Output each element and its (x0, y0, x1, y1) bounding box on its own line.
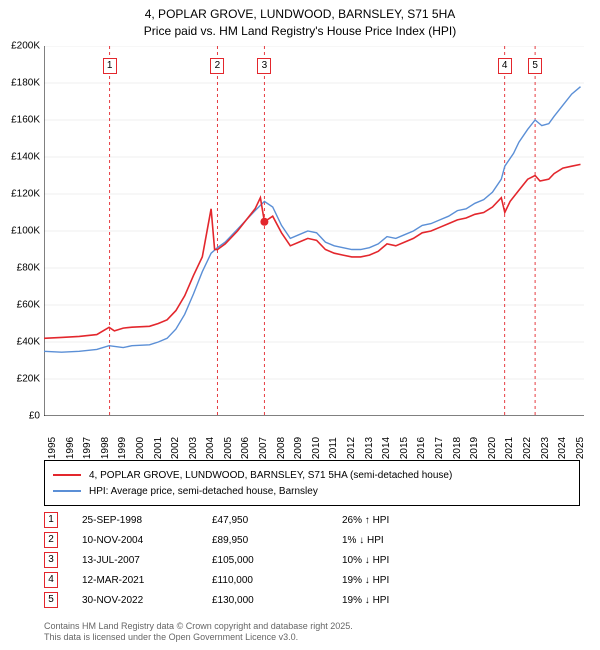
footer-line1: Contains HM Land Registry data © Crown c… (44, 621, 353, 631)
sales-row: 5 30-NOV-2022£130,00019% ↓ HPI (44, 590, 580, 610)
x-tick-label: 2007 (258, 437, 269, 459)
sale-price: £105,000 (212, 555, 342, 566)
sale-row-marker: 2 (44, 532, 58, 548)
sale-row-marker: 3 (44, 552, 58, 568)
footer-line2: This data is licensed under the Open Gov… (44, 632, 298, 642)
x-tick-label: 2013 (364, 437, 375, 459)
y-tick-label: £60K (0, 300, 40, 311)
footer-attribution: Contains HM Land Registry data © Crown c… (44, 621, 353, 644)
sale-price: £130,000 (212, 595, 342, 606)
x-tick-label: 2001 (153, 437, 164, 459)
sale-row-marker: 1 (44, 512, 58, 528)
legend-item: HPI: Average price, semi-detached house,… (53, 483, 571, 499)
legend-label: 4, POPLAR GROVE, LUNDWOOD, BARNSLEY, S71… (89, 470, 452, 481)
legend-label: HPI: Average price, semi-detached house,… (89, 486, 318, 497)
sale-marker: 2 (210, 58, 224, 74)
sale-price: £89,950 (212, 535, 342, 546)
x-tick-label: 2009 (293, 437, 304, 459)
x-tick-label: 2020 (487, 437, 498, 459)
x-tick-label: 1996 (65, 437, 76, 459)
x-tick-label: 2022 (522, 437, 533, 459)
sale-diff: 10% ↓ HPI (342, 555, 482, 566)
x-tick-label: 2006 (240, 437, 251, 459)
x-tick-label: 2005 (223, 437, 234, 459)
title-line2: Price paid vs. HM Land Registry's House … (144, 24, 456, 38)
y-tick-label: £80K (0, 263, 40, 274)
x-tick-label: 2012 (346, 437, 357, 459)
chart-plot (44, 46, 584, 416)
sale-marker: 1 (103, 58, 117, 74)
x-tick-label: 2002 (170, 437, 181, 459)
y-tick-label: £140K (0, 152, 40, 163)
sale-date: 13-JUL-2007 (82, 555, 212, 566)
x-tick-label: 2021 (504, 437, 515, 459)
x-tick-label: 2019 (469, 437, 480, 459)
x-tick-label: 2000 (135, 437, 146, 459)
sale-date: 10-NOV-2004 (82, 535, 212, 546)
sales-row: 4 12-MAR-2021£110,00019% ↓ HPI (44, 570, 580, 590)
y-tick-label: £100K (0, 226, 40, 237)
y-tick-label: £200K (0, 41, 40, 52)
legend-item: 4, POPLAR GROVE, LUNDWOOD, BARNSLEY, S71… (53, 467, 571, 483)
x-tick-label: 1997 (82, 437, 93, 459)
sales-row: 2 10-NOV-2004£89,9501% ↓ HPI (44, 530, 580, 550)
sale-marker: 5 (528, 58, 542, 74)
x-tick-label: 2025 (575, 437, 586, 459)
x-tick-label: 2008 (276, 437, 287, 459)
sale-date: 30-NOV-2022 (82, 595, 212, 606)
x-tick-label: 1995 (47, 437, 58, 459)
title-line1: 4, POPLAR GROVE, LUNDWOOD, BARNSLEY, S71… (145, 7, 456, 21)
sales-row: 3 13-JUL-2007£105,00010% ↓ HPI (44, 550, 580, 570)
sale-marker: 4 (498, 58, 512, 74)
sale-row-marker: 5 (44, 592, 58, 608)
x-tick-label: 2014 (381, 437, 392, 459)
legend-box: 4, POPLAR GROVE, LUNDWOOD, BARNSLEY, S71… (44, 460, 580, 506)
legend-swatch (53, 474, 81, 476)
sale-price: £110,000 (212, 575, 342, 586)
x-tick-label: 2015 (399, 437, 410, 459)
y-tick-label: £160K (0, 115, 40, 126)
x-tick-label: 2023 (540, 437, 551, 459)
x-tick-label: 2017 (434, 437, 445, 459)
y-tick-label: £120K (0, 189, 40, 200)
sale-diff: 1% ↓ HPI (342, 535, 482, 546)
x-tick-label: 2010 (311, 437, 322, 459)
x-tick-label: 2018 (452, 437, 463, 459)
x-tick-label: 1999 (117, 437, 128, 459)
sale-diff: 26% ↑ HPI (342, 515, 482, 526)
x-tick-label: 2011 (328, 437, 339, 459)
sale-row-marker: 4 (44, 572, 58, 588)
x-tick-label: 2016 (416, 437, 427, 459)
x-tick-label: 2004 (205, 437, 216, 459)
y-tick-label: £40K (0, 337, 40, 348)
x-tick-label: 2003 (188, 437, 199, 459)
sale-date: 25-SEP-1998 (82, 515, 212, 526)
sales-row: 1 25-SEP-1998£47,95026% ↑ HPI (44, 510, 580, 530)
legend-swatch (53, 490, 81, 492)
sales-table: 1 25-SEP-1998£47,95026% ↑ HPI 2 10-NOV-2004… (44, 510, 580, 610)
sale-diff: 19% ↓ HPI (342, 575, 482, 586)
x-tick-label: 2024 (557, 437, 568, 459)
x-tick-label: 1998 (100, 437, 111, 459)
y-tick-label: £0 (0, 411, 40, 422)
sale-price: £47,950 (212, 515, 342, 526)
sale-marker: 3 (257, 58, 271, 74)
sale-diff: 19% ↓ HPI (342, 595, 482, 606)
y-tick-label: £20K (0, 374, 40, 385)
chart-title: 4, POPLAR GROVE, LUNDWOOD, BARNSLEY, S71… (0, 0, 600, 40)
sale-date: 12-MAR-2021 (82, 575, 212, 586)
y-tick-label: £180K (0, 78, 40, 89)
